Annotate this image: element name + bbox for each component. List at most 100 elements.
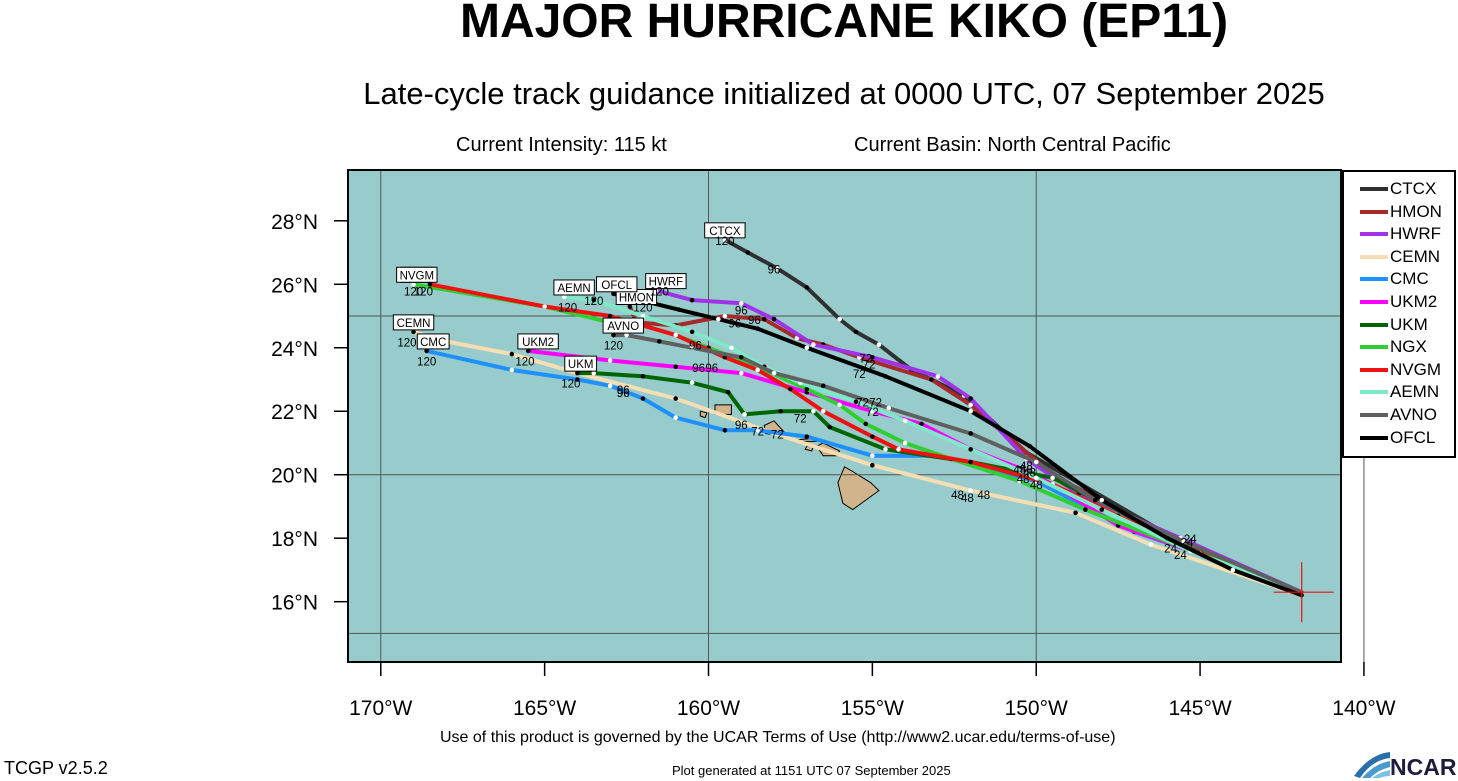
track-point bbox=[689, 297, 695, 303]
track-point bbox=[771, 370, 777, 376]
track-point bbox=[575, 370, 580, 376]
lat-tick-label: 18°N bbox=[271, 528, 318, 551]
legend-item-ukm: UKM bbox=[1344, 314, 1456, 336]
track-point bbox=[1017, 478, 1023, 484]
track-point bbox=[804, 345, 810, 351]
track-point bbox=[883, 374, 888, 379]
track-point bbox=[1083, 507, 1088, 512]
forecast-hour-label: 48 bbox=[1020, 461, 1033, 473]
track-point bbox=[542, 304, 547, 309]
track-label-ctcx: CTCX bbox=[709, 226, 741, 238]
ocean-background bbox=[348, 170, 1341, 662]
forecast-hour-label: 24 bbox=[1184, 534, 1197, 546]
forecast-hour-label: 48 bbox=[977, 490, 990, 502]
track-point bbox=[804, 285, 810, 290]
lat-tick-label: 16°N bbox=[271, 592, 318, 615]
ncar-logo-icon bbox=[1354, 752, 1390, 778]
track-point bbox=[729, 345, 734, 351]
generated-timestamp: Plot generated at 1151 UTC 07 September … bbox=[672, 763, 951, 778]
track-label-box bbox=[645, 273, 687, 290]
track-point bbox=[424, 348, 429, 354]
track-point bbox=[968, 488, 973, 493]
track-point bbox=[673, 364, 679, 370]
track-point bbox=[837, 402, 842, 408]
track-point bbox=[725, 389, 731, 395]
track-point bbox=[627, 304, 633, 309]
track-point bbox=[689, 380, 695, 385]
lat-tick-label: 22°N bbox=[271, 401, 318, 424]
track-point bbox=[509, 351, 515, 357]
legend-label: AEMN bbox=[1390, 382, 1440, 402]
forecast-hour-label: 24 bbox=[1181, 537, 1194, 549]
forecast-hour-label: 72 bbox=[866, 407, 879, 419]
map-border bbox=[347, 169, 1342, 663]
track-point bbox=[607, 313, 613, 319]
track-label-ofcl: OFCL bbox=[601, 280, 632, 292]
track-label-box bbox=[553, 279, 595, 296]
legend-item-nvgm: NVGM bbox=[1344, 359, 1456, 381]
legend-item-hmon: HMON bbox=[1344, 201, 1456, 223]
track-point bbox=[876, 342, 882, 347]
track-point bbox=[1165, 535, 1170, 541]
ncar-logo: NCAR bbox=[1352, 750, 1456, 780]
forecast-hour-label: 96 bbox=[692, 363, 705, 375]
track-point bbox=[657, 339, 662, 344]
track-point bbox=[607, 358, 613, 363]
track-point bbox=[561, 294, 567, 300]
legend-label: HMON bbox=[1390, 201, 1442, 221]
legend-item-ofcl: OFCL bbox=[1344, 427, 1456, 449]
track-point bbox=[902, 440, 908, 446]
track-point bbox=[1148, 542, 1154, 547]
track-point bbox=[929, 377, 934, 382]
legend-label: AVNO bbox=[1390, 405, 1437, 424]
forecast-hour-label: 120 bbox=[404, 287, 423, 299]
lon-tick-label: 155°W bbox=[841, 697, 904, 720]
legend-swatch bbox=[1360, 209, 1388, 214]
forecast-hour-label: 24 bbox=[1174, 550, 1187, 562]
legend-item-ctcx: CTCX bbox=[1344, 178, 1456, 200]
legend-label: UKM2 bbox=[1390, 292, 1438, 311]
forecast-hour-label: 120 bbox=[414, 287, 433, 299]
track-point bbox=[525, 348, 531, 354]
track-point bbox=[755, 427, 760, 433]
track-point bbox=[689, 345, 695, 351]
island-0 bbox=[837, 466, 880, 511]
track-point bbox=[509, 367, 515, 373]
track-point bbox=[676, 307, 682, 312]
forecast-hour-label: 96 bbox=[735, 306, 748, 318]
forecast-hour-label: 96 bbox=[617, 388, 630, 400]
forecast-tracks bbox=[411, 237, 1304, 598]
lat-tick-label: 28°N bbox=[271, 211, 318, 234]
forecast-hour-label: 120 bbox=[650, 287, 669, 299]
track-point bbox=[883, 447, 888, 452]
legend-swatch bbox=[1360, 232, 1388, 237]
legend-item-hwrf: HWRF bbox=[1344, 223, 1456, 245]
track-label-box bbox=[392, 314, 435, 331]
track-label-cemn: CEMN bbox=[397, 318, 431, 330]
legend-label: HWRF bbox=[1390, 224, 1441, 244]
track-point bbox=[1230, 567, 1236, 573]
track-point bbox=[827, 424, 833, 430]
forecast-hour-label: 48 bbox=[951, 490, 964, 502]
track-point bbox=[837, 316, 842, 322]
track-point bbox=[771, 316, 777, 322]
track-point bbox=[640, 396, 646, 401]
current-intensity: Current Intensity: 115 kt bbox=[456, 134, 667, 156]
forecast-hour-label: 120 bbox=[397, 337, 416, 349]
track-point bbox=[411, 329, 416, 335]
track-point bbox=[673, 396, 679, 401]
map-axes: 170°W 165°W 160°W 155°W 150°W 145°W 140°W 16°N 1… bbox=[271, 169, 1396, 720]
track-point bbox=[1033, 459, 1039, 465]
forecast-hour-label: 72 bbox=[771, 429, 784, 441]
track-point bbox=[1073, 510, 1078, 516]
forecast-hour-label: 72 bbox=[869, 398, 882, 410]
legend: CTCX HMON HWRF CEMN CMC UKM2 UKM NGX NVGM AEMN AVN… bbox=[1342, 170, 1456, 458]
forecast-hour-label: 96 bbox=[617, 385, 630, 397]
forecast-hour-label: 72 bbox=[794, 414, 807, 426]
lon-tick-label: 160°W bbox=[677, 697, 740, 720]
track-point bbox=[745, 250, 751, 255]
track-point bbox=[722, 237, 728, 243]
forecast-hour-label: 48 bbox=[1013, 464, 1026, 476]
track-label-cmc: CMC bbox=[420, 337, 446, 349]
